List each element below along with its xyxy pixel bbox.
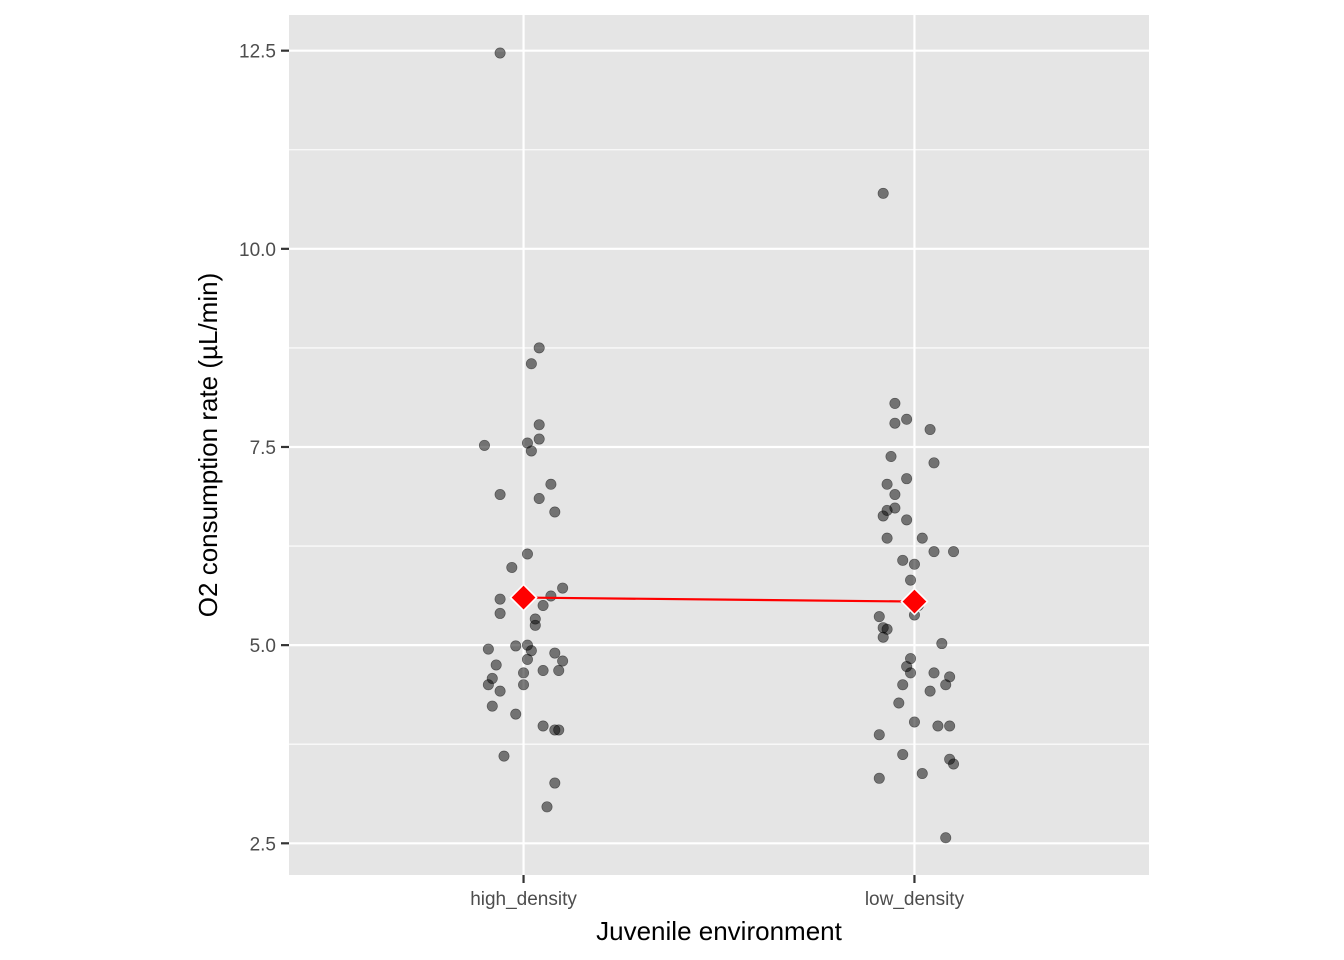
data-point — [478, 439, 490, 451]
data-point — [521, 548, 533, 560]
data-point — [537, 720, 549, 732]
y-tick-label: 10.0 — [239, 240, 276, 261]
data-point — [533, 419, 545, 431]
data-point — [533, 493, 545, 505]
data-point — [510, 640, 522, 652]
data-point — [877, 631, 889, 643]
data-point — [901, 473, 913, 485]
data-point — [928, 546, 940, 558]
y-tick-label: 12.5 — [239, 42, 276, 63]
x-axis-title: Juvenile environment — [596, 916, 842, 946]
data-point — [557, 655, 569, 667]
data-points — [478, 47, 960, 844]
data-point — [873, 772, 885, 784]
data-point — [928, 667, 940, 679]
data-point — [897, 679, 909, 691]
data-point — [901, 413, 913, 425]
data-point — [873, 729, 885, 741]
data-point — [494, 685, 506, 697]
grid-major — [289, 15, 1149, 875]
data-point — [905, 667, 917, 679]
data-point — [494, 607, 506, 619]
data-point — [924, 685, 936, 697]
grid-minor — [289, 149, 1149, 745]
data-point — [494, 47, 506, 59]
data-point — [529, 619, 541, 631]
data-point — [553, 724, 565, 736]
data-point — [541, 801, 553, 813]
y-axis-title: O2 consumption rate (µL/min) — [193, 273, 223, 617]
data-point — [525, 445, 537, 457]
data-point — [877, 510, 889, 522]
data-point — [885, 450, 897, 462]
data-point — [545, 590, 557, 602]
data-point — [549, 647, 561, 659]
data-point — [486, 700, 498, 712]
data-point — [873, 611, 885, 623]
mean-marker — [900, 587, 929, 616]
data-point — [889, 489, 901, 501]
data-point — [533, 433, 545, 445]
data-point — [877, 187, 889, 199]
data-point — [932, 720, 944, 732]
x-tick-label: high_density — [470, 889, 577, 910]
data-point — [908, 558, 920, 570]
data-point — [940, 832, 952, 844]
data-point — [510, 708, 522, 720]
data-point — [897, 749, 909, 761]
mean-marker — [509, 583, 538, 612]
data-point — [537, 600, 549, 612]
data-point — [940, 679, 952, 691]
data-point — [928, 457, 940, 469]
data-point — [908, 716, 920, 728]
data-point — [482, 643, 494, 655]
data-point — [494, 593, 506, 605]
data-point — [498, 750, 510, 762]
data-point — [893, 697, 905, 709]
data-point — [518, 667, 530, 679]
data-point — [549, 506, 561, 518]
y-tick-label: 7.5 — [250, 438, 276, 459]
data-point — [897, 554, 909, 566]
data-point — [521, 653, 533, 665]
data-point — [948, 758, 960, 770]
data-point — [924, 424, 936, 436]
data-point — [553, 665, 565, 677]
data-point — [889, 417, 901, 429]
plot-panel — [289, 15, 1149, 875]
y-tick-label: 2.5 — [250, 834, 276, 855]
data-point — [482, 679, 494, 691]
data-point — [916, 768, 928, 780]
data-point — [901, 514, 913, 526]
data-point — [518, 679, 530, 691]
data-point — [916, 532, 928, 544]
data-point — [944, 720, 956, 732]
mean-layer — [509, 583, 929, 616]
data-point — [537, 665, 549, 677]
x-tick-label: low_density — [865, 889, 965, 910]
data-point — [549, 777, 561, 789]
data-point — [545, 478, 557, 490]
data-point — [905, 574, 917, 586]
data-point — [881, 532, 893, 544]
data-point — [881, 478, 893, 490]
data-point — [557, 582, 569, 594]
data-point — [506, 561, 518, 573]
y-axis: 2.5 5.0 7.5 10.0 12.5 — [239, 42, 289, 855]
data-point — [533, 342, 545, 354]
data-point — [494, 489, 506, 501]
data-point — [948, 546, 960, 558]
mean-line — [523, 596, 915, 603]
y-tick-label: 5.0 — [250, 636, 276, 657]
x-axis: high_density low_density — [470, 875, 965, 910]
data-point — [889, 397, 901, 409]
data-point — [525, 358, 537, 370]
data-point — [936, 638, 948, 650]
data-point — [490, 659, 502, 671]
